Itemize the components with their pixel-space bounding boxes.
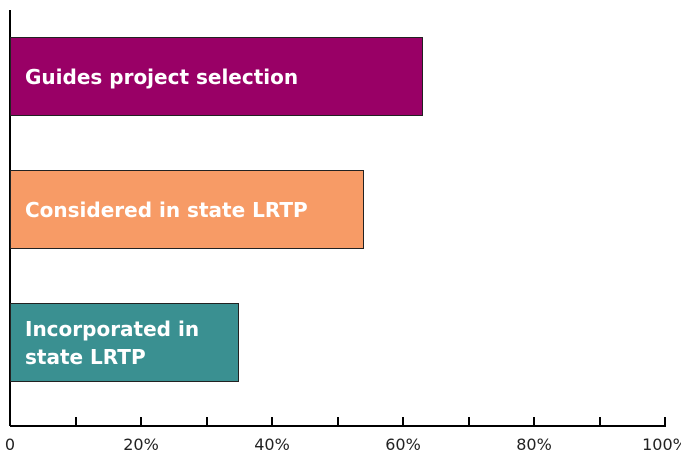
x-minor-tick (205, 417, 208, 426)
x-axis (10, 425, 666, 427)
x-tick (664, 417, 666, 426)
x-tick (271, 417, 273, 426)
x-tick (533, 417, 535, 426)
bar-label: Incorporated in state LRTP (25, 316, 200, 369)
bar-label: Guides project selection (25, 64, 299, 89)
x-tick-label: 20% (123, 435, 159, 454)
bar: Considered in state LRTP (10, 170, 364, 249)
bar-label: Considered in state LRTP (25, 197, 308, 222)
x-tick-label: 40% (254, 435, 290, 454)
x-tick (140, 417, 142, 426)
x-minor-tick (467, 417, 470, 426)
x-tick-label: 0 (4, 435, 16, 454)
x-tick (402, 417, 404, 426)
bar: Incorporated in state LRTP (10, 303, 240, 382)
x-minor-tick (336, 417, 339, 426)
x-minor-tick (74, 417, 77, 426)
x-tick-label: 80% (516, 435, 552, 454)
x-tick-label: 60% (385, 435, 421, 454)
x-tick (9, 417, 11, 426)
x-minor-tick (598, 417, 601, 426)
x-tick-label: 100% (642, 435, 681, 454)
bar: Guides project selection (10, 37, 423, 116)
